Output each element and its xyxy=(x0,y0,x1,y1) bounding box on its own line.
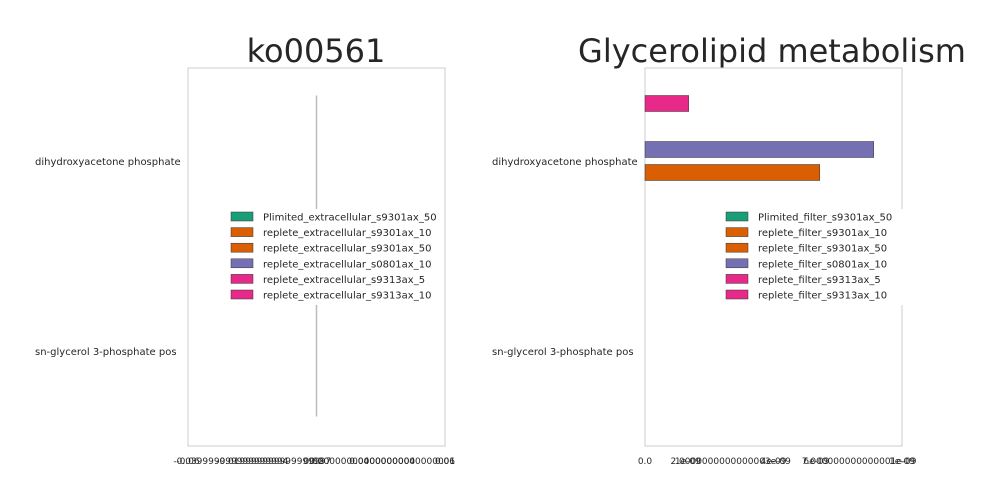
x-tick-label: 1e-09 xyxy=(889,457,915,467)
legend-swatch xyxy=(230,274,254,284)
bar xyxy=(644,141,874,158)
legend-label: replete_extracellular_s9301ax_50 xyxy=(263,244,431,255)
x-tick-label: -0.06 xyxy=(176,457,200,467)
legend-swatch xyxy=(725,211,749,222)
x-tick-label: -0.019999999999999997 xyxy=(216,457,331,467)
category-label: sn-glycerol 3-phosphate pos xyxy=(492,347,634,358)
chart-title: ko00561 xyxy=(247,32,386,70)
x-tick-label: 0.06 xyxy=(435,457,455,467)
legend-label: replete_extracellular_s9313ax_5 xyxy=(263,275,425,286)
legend-swatch xyxy=(230,289,254,300)
chart-title: Glycerolipid metabolism xyxy=(578,32,966,70)
bar xyxy=(644,164,821,181)
legend-swatch xyxy=(230,211,254,222)
legend-swatch xyxy=(725,227,749,237)
x-tick-label: 4e-09 xyxy=(761,457,787,467)
legend-swatch xyxy=(725,274,749,284)
x-tick-label: 0.0 xyxy=(638,457,653,467)
legend-label: replete_extracellular_s9313ax_10 xyxy=(263,291,431,302)
legend-swatch xyxy=(230,242,254,253)
legend-label: replete_extracellular_s9301ax_10 xyxy=(263,228,431,239)
legend-label: replete_filter_s9313ax_5 xyxy=(758,275,881,286)
x-tick-label: -0.039999999999999994 xyxy=(173,457,288,467)
legend-label: Plimited_filter_s9301ax_50 xyxy=(758,213,892,224)
axes-frame xyxy=(187,67,446,447)
legend-label: replete_filter_s0801ax_10 xyxy=(758,259,887,270)
legend-label: replete_filter_s9301ax_10 xyxy=(758,228,887,239)
x-tick-label: 1e-09 xyxy=(675,457,701,467)
x-tick-label: 0.04000000000000001 xyxy=(349,457,455,467)
x-tick-label: 2.0000000000000003e-09 xyxy=(670,457,791,467)
legend-swatch xyxy=(725,242,749,253)
x-tick-label: 0.020000000000000004 xyxy=(304,457,416,467)
legend-swatch xyxy=(725,289,749,300)
category-label: dihydroxyacetone phosphate xyxy=(492,157,638,168)
legend-box xyxy=(718,209,932,305)
category-label: sn-glycerol 3-phosphate pos xyxy=(35,347,177,358)
legend-box xyxy=(223,209,437,305)
x-tick-label: 6e-09 xyxy=(803,457,829,467)
legend-label: Plimited_extracellular_s9301ax_50 xyxy=(263,213,437,224)
legend-swatch xyxy=(230,258,254,269)
bar xyxy=(644,95,689,112)
x-tick-label: 0.0 xyxy=(309,457,324,467)
legend-label: replete_filter_s9313ax_10 xyxy=(758,291,887,302)
category-label: dihydroxyacetone phosphate xyxy=(35,157,181,168)
x-tick-label: 7.000000000000001e-09 xyxy=(802,457,917,467)
legend-swatch xyxy=(725,258,749,269)
legend-label: replete_extracellular_s0801ax_10 xyxy=(263,259,431,270)
legend-swatch xyxy=(230,227,254,237)
legend-label: replete_filter_s9301ax_50 xyxy=(758,244,887,255)
